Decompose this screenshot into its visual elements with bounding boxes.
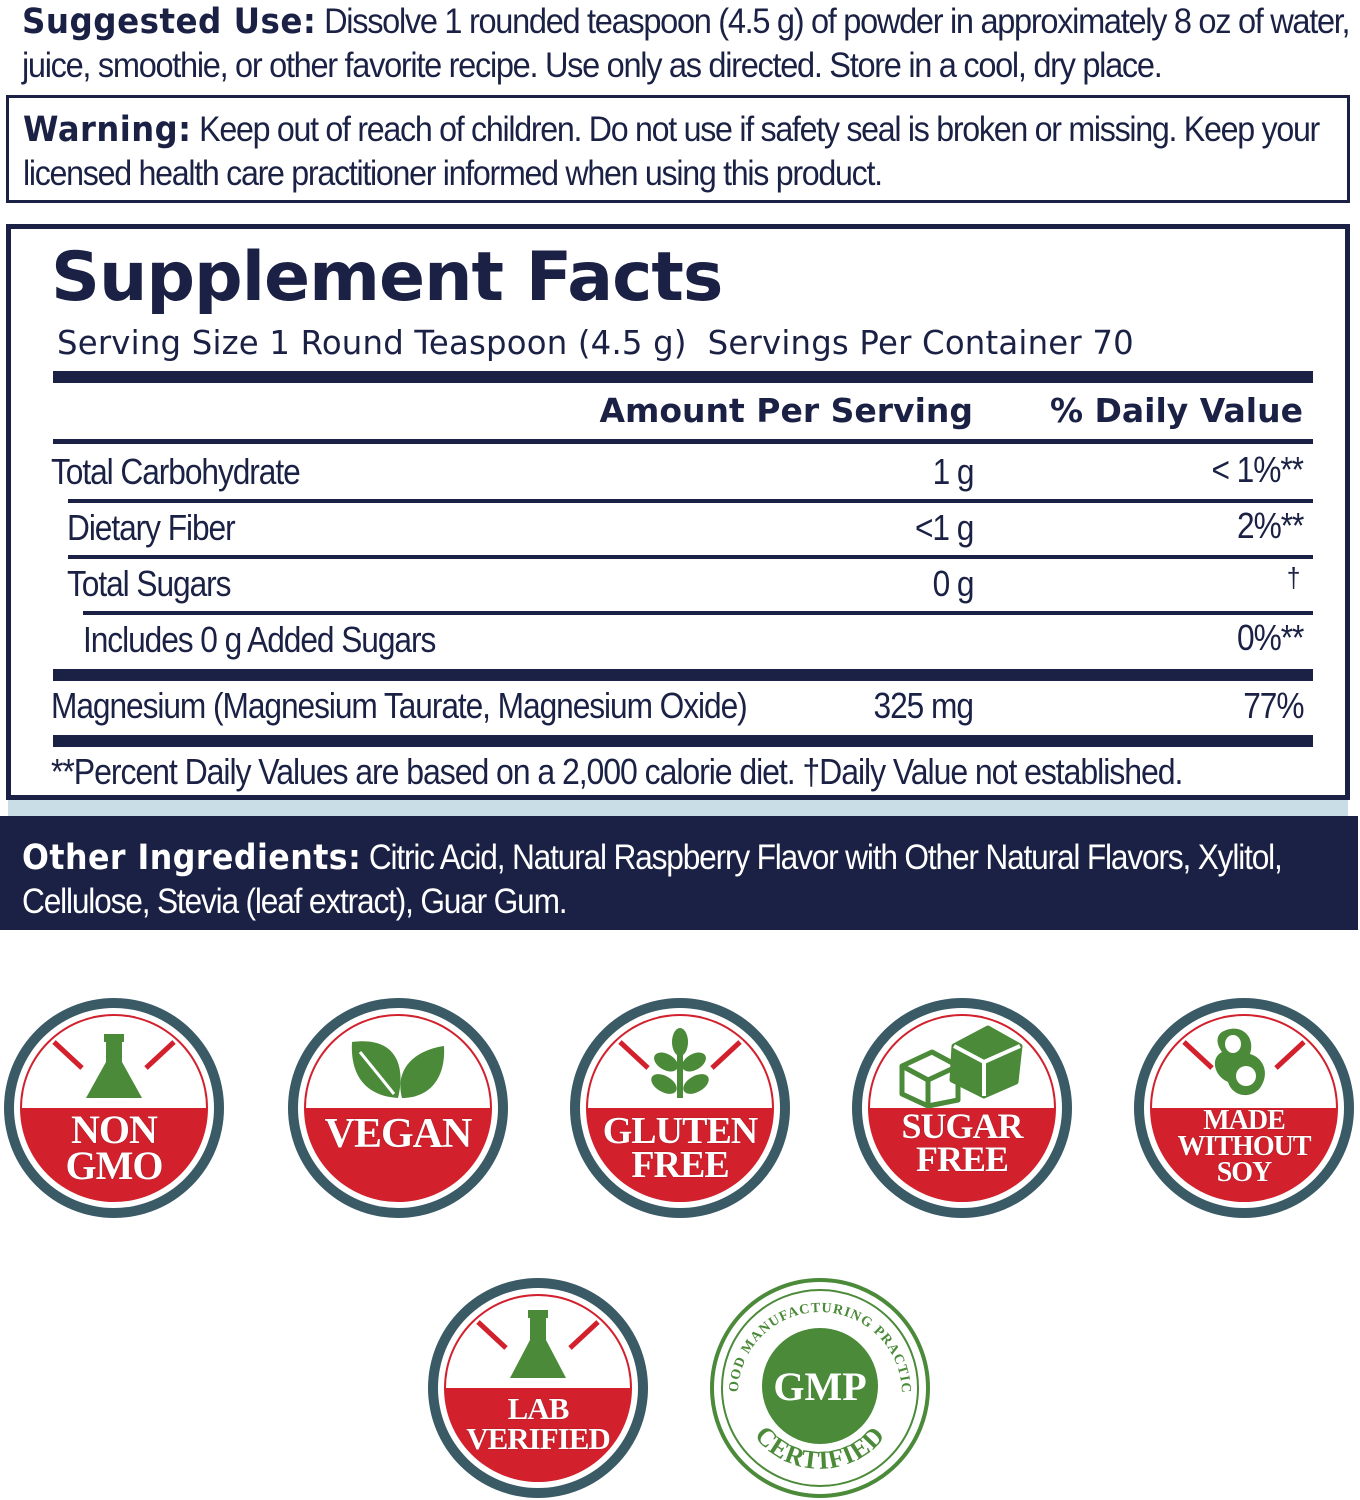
row-name: Total Carbohydrate (51, 451, 301, 492)
badge-lab-verified: LAB VERIFIED (426, 1276, 650, 1500)
rule-mineral (53, 669, 1313, 681)
row-dv: 77% (1242, 685, 1304, 726)
light-band (8, 800, 1348, 816)
flask-icon (86, 1034, 142, 1098)
other-ingredients-bar: Other Ingredients: Citric Acid, Natural … (0, 816, 1358, 930)
badge-gluten-free: GLUTEN FREE (568, 996, 792, 1220)
leaf-icon (351, 1041, 445, 1098)
facts-title: Supplement Facts (51, 238, 723, 317)
other-ingredients-text: Citric Acid, Natural Raspberry Flavor wi… (22, 838, 1283, 921)
badge-frame (4, 998, 224, 1218)
badge-frame (428, 1278, 648, 1498)
warning-text: Keep out of reach of children. Do not us… (23, 110, 1320, 193)
wheat-icon (651, 1028, 709, 1098)
gmp-center-text: GMP (773, 1364, 866, 1409)
row-amount: 0 g (932, 563, 974, 604)
badge-made-without-soy: MADE WITHOUT SOY (1132, 996, 1356, 1220)
badge-text: GLUTEN FREE (602, 1110, 758, 1186)
row-amount: <1 g (914, 507, 974, 548)
row-dv: < 1%** (1211, 449, 1304, 490)
badge-frame (570, 998, 790, 1218)
col-dv-header: % Daily Value (1049, 391, 1303, 430)
badge-vegan: VEGAN (286, 996, 510, 1220)
row-amount: 325 mg (873, 685, 974, 726)
suggested-use-text: Dissolve 1 rounded teaspoon (4.5 g) of p… (22, 2, 1351, 85)
row-divider (68, 499, 1313, 503)
badge-text: MADE WITHOUT SOY (1177, 1105, 1311, 1188)
soybean-icon (1214, 1028, 1265, 1096)
serving-info: Serving Size 1 Round Teaspoon (4.5 g) Se… (57, 323, 1134, 363)
row-name: Dietary Fiber (67, 507, 236, 548)
servings-per-container: Servings Per Container 70 (707, 323, 1134, 362)
other-ingredients-label: Other Ingredients: (22, 838, 362, 878)
gmp-seal-graphic: GOOD MANUFACTURING PRACTICE CERTIFIED GM… (708, 1276, 930, 1498)
rule-bottom (53, 735, 1313, 747)
badge-text: NON GMO (65, 1107, 164, 1188)
suggested-use-label: Suggested Use: (22, 2, 317, 42)
rule-top (53, 371, 1313, 383)
other-ingredients: Other Ingredients: Citric Acid, Natural … (22, 836, 1360, 924)
badge-frame (1134, 998, 1354, 1218)
flask-icon (510, 1310, 566, 1378)
badge-frame (852, 998, 1072, 1218)
row-amount: 1 g (932, 451, 974, 492)
row-name: Includes 0 g Added Sugars (83, 619, 436, 660)
gmp-certified-seal: GOOD MANUFACTURING PRACTICE CERTIFIED GM… (708, 1276, 932, 1500)
row-dv: 0%** (1236, 617, 1304, 658)
warning-box: Warning: Keep out of reach of children. … (6, 95, 1350, 203)
suggested-use: Suggested Use: Dissolve 1 rounded teaspo… (22, 0, 1352, 88)
badge-sugar-free: SUGAR FREE (850, 996, 1074, 1220)
row-dv: † (1286, 562, 1300, 593)
serving-size: Serving Size 1 Round Teaspoon (4.5 g) (57, 323, 687, 362)
col-amount-header: Amount Per Serving (599, 391, 973, 430)
warning: Warning: Keep out of reach of children. … (23, 108, 1348, 196)
row-dv: 2%** (1236, 505, 1304, 546)
badge-text: SUGAR FREE (901, 1106, 1023, 1179)
badge-text: VEGAN (324, 1111, 473, 1157)
row-divider (68, 555, 1313, 559)
footnote: **Percent Daily Values are based on a 2,… (51, 751, 1183, 792)
badge-non-gmo: NON GMO (2, 996, 226, 1220)
badge-frame (288, 998, 508, 1218)
row-divider (83, 611, 1313, 615)
rule-header (53, 439, 1313, 444)
row-name: Total Sugars (67, 563, 231, 604)
sugar-cube-icon (899, 1025, 1023, 1109)
supplement-facts-panel: Supplement Facts Serving Size 1 Round Te… (6, 224, 1350, 800)
badge-text: LAB VERIFIED (466, 1391, 611, 1456)
row-name: Magnesium (Magnesium Taurate, Magnesium … (51, 685, 748, 726)
warning-label: Warning: (23, 110, 192, 150)
